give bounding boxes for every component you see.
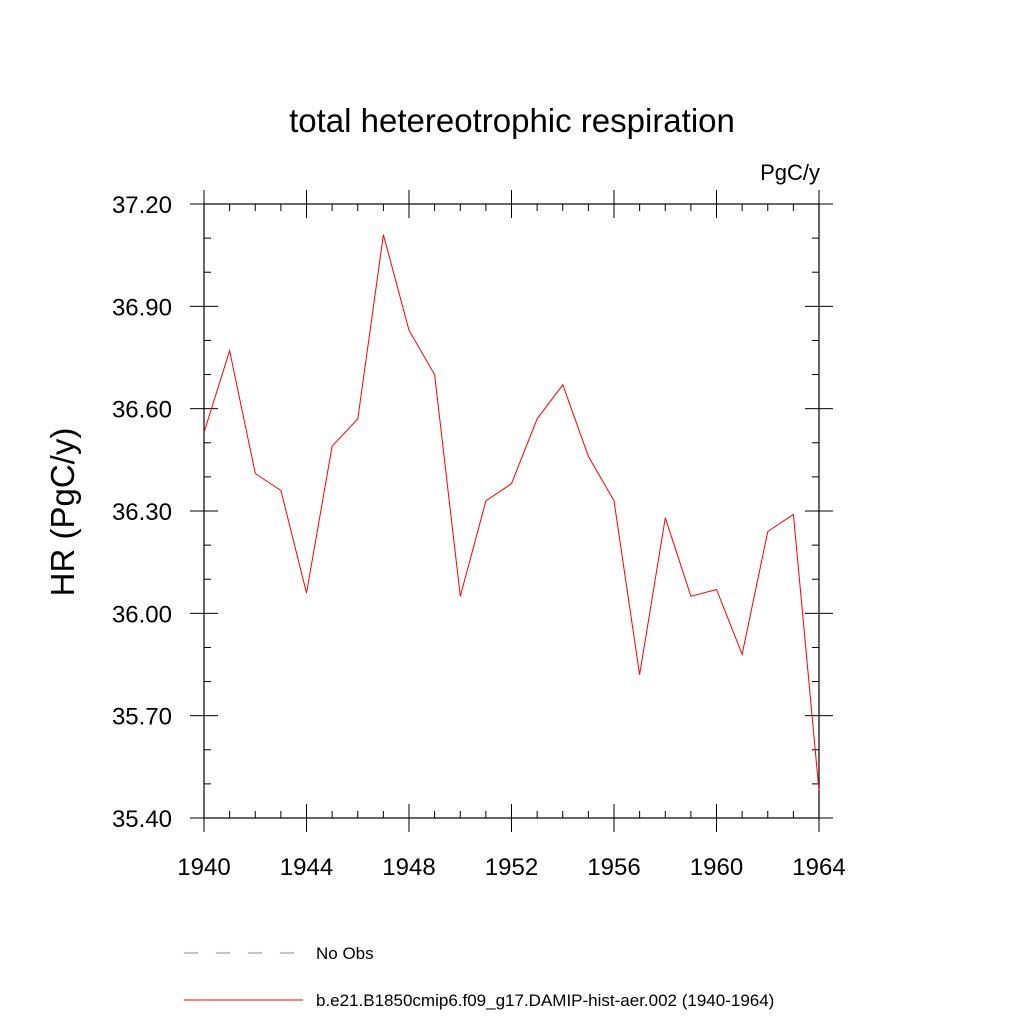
y-tick-label: 36.60 bbox=[112, 397, 172, 424]
series-line bbox=[203, 234, 820, 791]
legend: No Obs b.e21.B1850cmip6.f09_g17.DAMIP-his… bbox=[184, 944, 774, 1010]
x-tick-label: 1960 bbox=[690, 854, 743, 881]
x-tick-label: 1944 bbox=[280, 854, 333, 881]
legend-label: b.e21.B1850cmip6.f09_g17.DAMIP-hist-aer.… bbox=[316, 991, 774, 1010]
y-tick-label: 36.90 bbox=[112, 294, 172, 321]
units-label: PgC/y bbox=[760, 160, 820, 185]
y-tick-label: 35.70 bbox=[112, 704, 172, 731]
x-tick-label: 1956 bbox=[587, 854, 640, 881]
x-tick-label: 1964 bbox=[792, 854, 845, 881]
legend-label: No Obs bbox=[316, 944, 374, 963]
series-layer bbox=[203, 234, 820, 791]
chart-title: total hetereotrophic respiration bbox=[289, 102, 735, 139]
plot-frame bbox=[203, 203, 820, 819]
y-tick-label: 36.30 bbox=[112, 499, 172, 526]
y-tick-label: 35.40 bbox=[112, 806, 172, 833]
axis-ticks: 1940 1944 1948 1952 1956 1960 1964 35.40 35.70 36… bbox=[112, 190, 846, 881]
y-axis-label: HR (PgC/y) bbox=[44, 428, 81, 597]
y-tick-label: 36.00 bbox=[112, 601, 172, 628]
x-tick-label: 1940 bbox=[177, 854, 230, 881]
x-tick-label: 1948 bbox=[382, 854, 435, 881]
y-tick-label: 37.20 bbox=[112, 192, 172, 219]
x-tick-label: 1952 bbox=[485, 854, 538, 881]
